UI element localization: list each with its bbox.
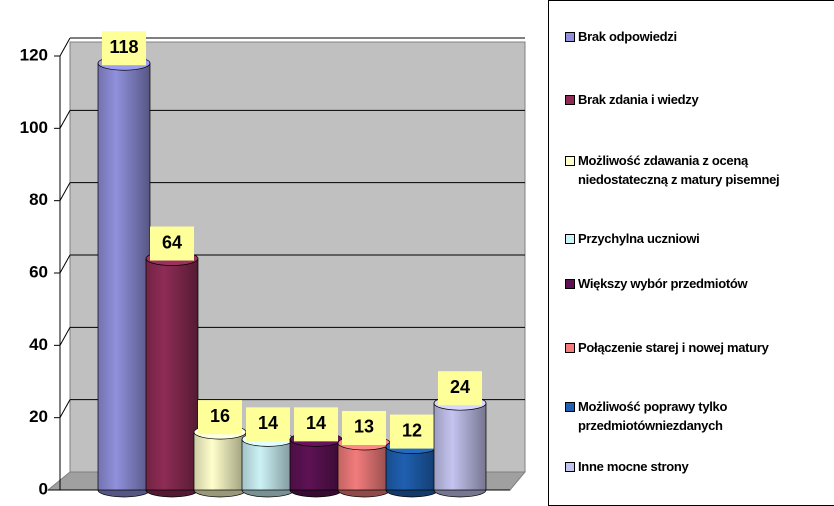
legend-label: Większy wybór przedmiotów <box>578 276 748 291</box>
bar <box>193 431 247 491</box>
data-label-box <box>294 407 338 442</box>
data-label-box <box>342 410 386 445</box>
data-label-box <box>102 31 146 66</box>
data-label: 12 <box>402 420 422 440</box>
legend-label: Brak odpowiedzi <box>578 29 677 44</box>
legend-swatch <box>565 234 575 244</box>
data-label-box <box>198 400 242 435</box>
legend-entry: Brak zdania i wiedzy <box>565 90 828 109</box>
y-tick-label: 100 <box>20 118 48 137</box>
grid-line <box>59 399 71 418</box>
legend: Brak odpowiedzi Brak zdania i wiedzy Możli… <box>548 0 834 506</box>
plot: 0 20 40 60 80 100 120 118 64 16 14 14 13 12 24 <box>20 31 527 498</box>
legend-entry: Przychylna uczniowi <box>565 229 828 248</box>
legend-label: Brak zdania i wiedzy <box>578 92 699 107</box>
legend-swatch <box>565 95 575 105</box>
y-tick-label: 80 <box>29 190 48 209</box>
data-label: 24 <box>450 377 470 397</box>
y-tick-label: 20 <box>29 407 48 426</box>
legend-entry: Możliwość poprawy tylko przedmiotówniezd… <box>565 397 828 435</box>
bar <box>97 62 151 491</box>
data-label: 64 <box>162 232 182 252</box>
legend-swatch <box>565 279 575 289</box>
legend-label: Przychylna uczniowi <box>578 231 700 246</box>
bar <box>145 258 199 491</box>
legend-swatch <box>565 343 575 353</box>
legend-swatch <box>565 462 575 472</box>
legend-entry: Możliwość zdawania z oceną niedostateczn… <box>565 151 828 189</box>
legend-label: Inne mocne strony <box>578 459 689 474</box>
legend-label: Możliwość poprawy tylko przedmiotówniezd… <box>578 399 728 433</box>
bar <box>289 439 343 491</box>
bar <box>433 402 487 491</box>
y-tick-label: 40 <box>29 335 48 354</box>
legend-label: Połączenie starej i nowej matury <box>578 340 769 355</box>
bar <box>241 439 295 491</box>
data-label-box <box>438 371 482 406</box>
data-label: 13 <box>354 417 374 437</box>
legend-label: Możliwość zdawania z oceną niedostateczn… <box>578 153 780 187</box>
bar <box>337 442 391 491</box>
data-label: 118 <box>109 37 138 57</box>
legend-swatch <box>565 402 575 412</box>
grid-line <box>59 254 71 274</box>
y-tick-label: 60 <box>29 262 48 281</box>
grid-line <box>59 110 71 129</box>
data-label-box <box>150 226 194 261</box>
grid-line <box>59 327 71 346</box>
legend-entry: Brak odpowiedzi <box>565 27 828 46</box>
grid-line <box>59 37 71 57</box>
data-label: 14 <box>258 413 278 433</box>
data-label: 14 <box>306 413 326 433</box>
data-label: 16 <box>210 406 230 426</box>
legend-swatch <box>565 32 575 42</box>
legend-swatch <box>565 156 575 166</box>
legend-entry: Połączenie starej i nowej matury <box>565 338 828 357</box>
grid-line <box>59 182 71 201</box>
data-label-box <box>246 407 290 442</box>
legend-entry: Inne mocne strony <box>565 457 828 476</box>
legend-entry: Większy wybór przedmiotów <box>565 274 828 293</box>
data-label-box <box>390 414 434 449</box>
y-tick-label: 0 <box>39 479 48 498</box>
y-tick-label: 120 <box>20 45 48 64</box>
